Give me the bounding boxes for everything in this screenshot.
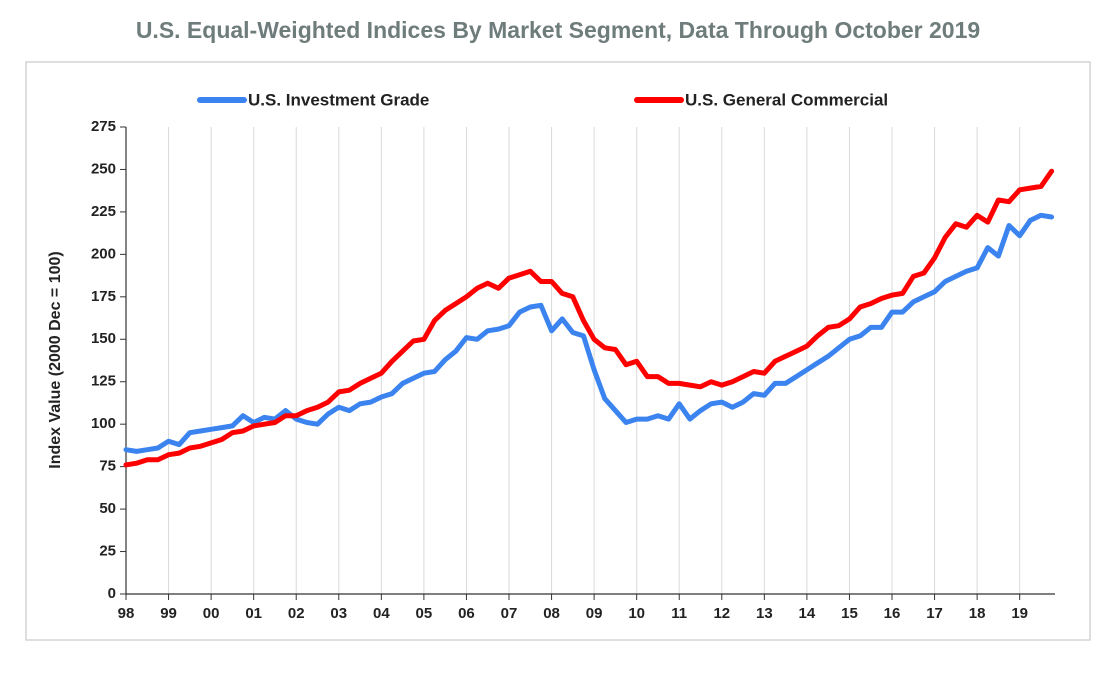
x-tick-label: 07 (501, 605, 518, 622)
legend-label: U.S. Investment Grade (248, 90, 429, 109)
y-tick-label: 225 (91, 203, 116, 220)
x-tick-label: 14 (799, 605, 816, 622)
chart-title: U.S. Equal-Weighted Indices By Market Se… (136, 17, 980, 43)
x-tick-label: 03 (330, 605, 347, 622)
x-tick-label: 00 (203, 605, 220, 622)
x-tick-label: 99 (160, 605, 177, 622)
x-tick-label: 02 (288, 605, 305, 622)
x-tick-label: 15 (841, 605, 858, 622)
x-tick-label: 98 (118, 605, 135, 622)
x-tick-label: 17 (926, 605, 943, 622)
x-tick-label: 18 (969, 605, 986, 622)
x-tick-label: 05 (416, 605, 433, 622)
x-tick-label: 08 (543, 605, 560, 622)
y-tick-label: 275 (91, 118, 116, 135)
y-tick-label: 50 (99, 500, 116, 517)
x-tick-label: 09 (586, 605, 603, 622)
x-tick-label: 04 (373, 605, 390, 622)
y-tick-label: 75 (99, 458, 116, 475)
x-tick-label: 16 (884, 605, 901, 622)
x-tick-label: 13 (756, 605, 773, 622)
x-tick-label: 12 (713, 605, 730, 622)
y-tick-label: 150 (91, 330, 116, 347)
y-tick-label: 250 (91, 160, 116, 177)
series-line (123, 168, 1055, 468)
x-tick-label: 19 (1011, 605, 1028, 622)
y-tick-label: 0 (108, 585, 116, 602)
y-axis-label: Index Value (2000 Dec = 100) (47, 251, 64, 468)
x-tick-label: 01 (245, 605, 262, 622)
x-tick-label: 06 (458, 605, 475, 622)
y-tick-label: 100 (91, 415, 116, 432)
y-tick-label: 175 (91, 288, 116, 305)
legend-label: U.S. General Commercial (685, 90, 888, 109)
y-tick-label: 200 (91, 245, 116, 262)
series-line (123, 212, 1055, 454)
x-tick-label: 10 (628, 605, 645, 622)
x-tick-label: 11 (671, 605, 687, 622)
y-tick-label: 25 (99, 543, 116, 560)
chart-frame (25, 61, 1091, 641)
y-tick-label: 125 (91, 373, 116, 390)
